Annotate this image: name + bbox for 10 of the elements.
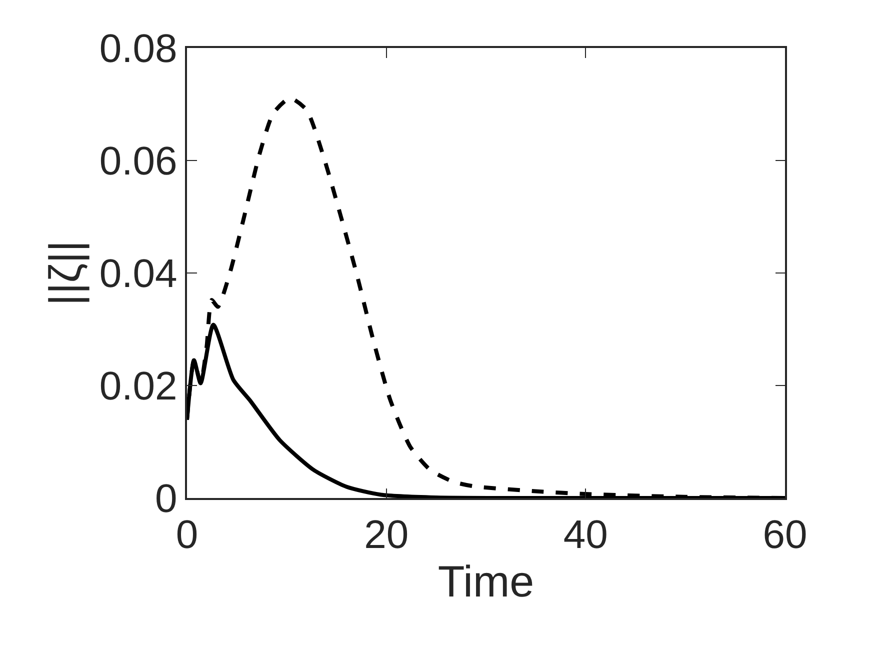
x-tick-label: 20 — [364, 512, 409, 557]
y-tick-label: 0.02 — [99, 364, 178, 408]
x-tick-label: 60 — [762, 512, 808, 557]
x-tick-label: 40 — [563, 512, 608, 557]
y-tick-label: 0.06 — [99, 140, 178, 184]
y-tick-label: 0.04 — [99, 252, 178, 296]
y-tick-label: 0 — [155, 477, 178, 521]
y-axis-title: ||ζ|| — [40, 240, 90, 306]
y-tick-label: 0.08 — [99, 27, 178, 71]
x-axis-title: Time — [438, 558, 534, 607]
